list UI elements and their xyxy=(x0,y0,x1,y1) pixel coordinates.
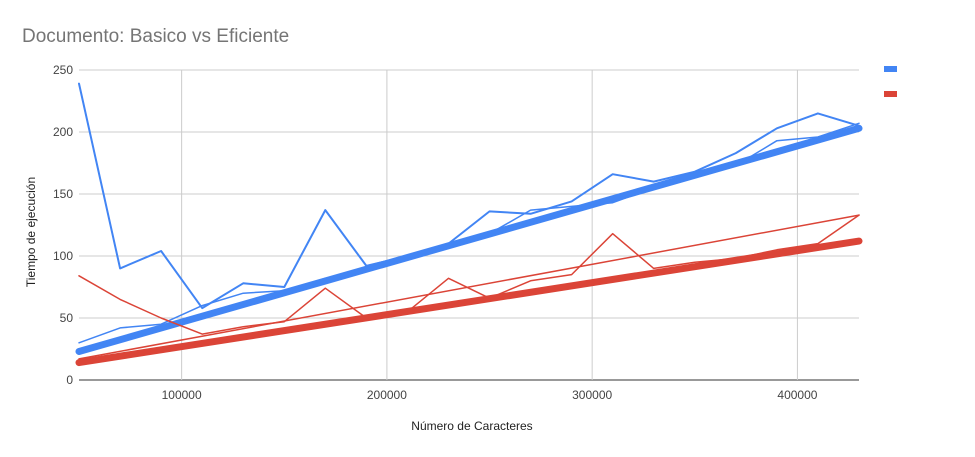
series-line-3 xyxy=(75,124,863,355)
chart-title: Documento: Basico vs Eficiente xyxy=(22,26,289,47)
series-line-5 xyxy=(78,214,860,360)
y-tick-label: 200 xyxy=(53,125,73,139)
legend-swatch xyxy=(884,91,897,97)
y-tick-label: 100 xyxy=(53,249,73,263)
x-tick-label: 200000 xyxy=(367,388,407,402)
x-axis-label: Número de Caracteres xyxy=(411,419,532,433)
y-axis-ticks: 0 50 100 150 200 250 xyxy=(53,63,73,387)
x-axis-ticks: 100000 200000 300000 400000 xyxy=(162,388,818,402)
x-tick-label: 100000 xyxy=(162,388,202,402)
series-line-6 xyxy=(75,237,863,367)
y-axis-label: Tiempo de ejecución xyxy=(24,177,38,287)
x-tick-label: 400000 xyxy=(777,388,817,402)
legend-swatch xyxy=(884,66,897,72)
series-group xyxy=(75,82,863,367)
x-tick-label: 300000 xyxy=(572,388,612,402)
y-tick-label: 50 xyxy=(60,311,74,325)
y-tick-label: 250 xyxy=(53,63,73,77)
grid xyxy=(79,69,859,381)
legend xyxy=(884,66,897,97)
y-tick-label: 150 xyxy=(53,187,73,201)
y-tick-label: 0 xyxy=(66,373,73,387)
